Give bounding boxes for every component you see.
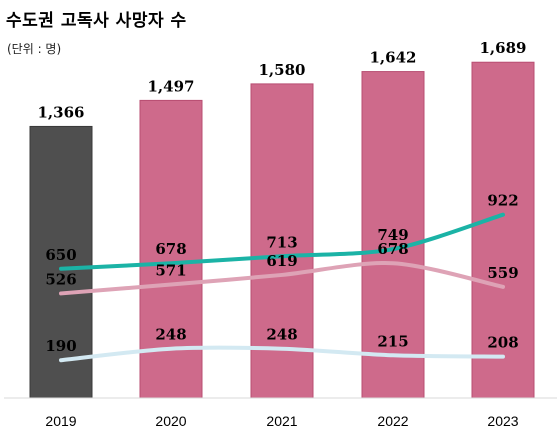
series-2-label-2021: 619 [266,252,297,270]
labels-layer: 1,366 1,497 1,580 1,642 1,689 650 678 713 749 922… [38,39,527,355]
x-tick-2020: 2020 [155,413,186,429]
bar-label-2021: 1,580 [259,61,306,79]
bar-label-2022: 1,642 [370,49,417,67]
x-tick-2019: 2019 [45,413,76,429]
unit-label: (단위 : 명) [7,42,62,56]
bar-2021 [250,83,314,399]
series-1-label-2023: 922 [487,192,518,210]
series-3-label-2022: 215 [377,332,408,350]
series-1-label-2021: 713 [266,233,297,251]
bars-layer [29,61,535,399]
ticks-layer: 2019 2020 2021 2022 2023 [45,413,518,429]
bar-2022 [361,71,425,399]
series-3-label-2019: 190 [45,337,76,355]
lines-layer [59,212,505,363]
series-2-label-2022: 678 [377,240,408,258]
series-line-1 [59,212,505,271]
series-3-label-2023: 208 [487,334,518,352]
bar-label-2020: 1,497 [148,77,195,95]
bar-label-2023: 1,689 [480,39,527,57]
chart-title: 수도권 고독사 사망자 수 [6,11,187,31]
series-line-2 [59,261,505,296]
bar-2019 [29,125,93,399]
series-2-label-2020: 571 [155,261,186,279]
series-2-label-2019: 526 [45,270,76,288]
series-line-3 [59,345,505,363]
x-tick-2022: 2022 [377,413,408,429]
series-3-label-2021: 248 [266,326,297,344]
x-tick-2023: 2023 [487,413,518,429]
series-1-label-2020: 678 [155,240,186,258]
series-1-label-2022: 749 [377,226,408,244]
series-3-label-2020: 248 [155,326,186,344]
x-tick-2021: 2021 [266,413,297,429]
bar-2023 [471,61,535,399]
series-2-label-2023: 559 [487,264,518,282]
bar-label-2019: 1,366 [38,103,85,121]
series-1-label-2019: 650 [45,246,76,264]
